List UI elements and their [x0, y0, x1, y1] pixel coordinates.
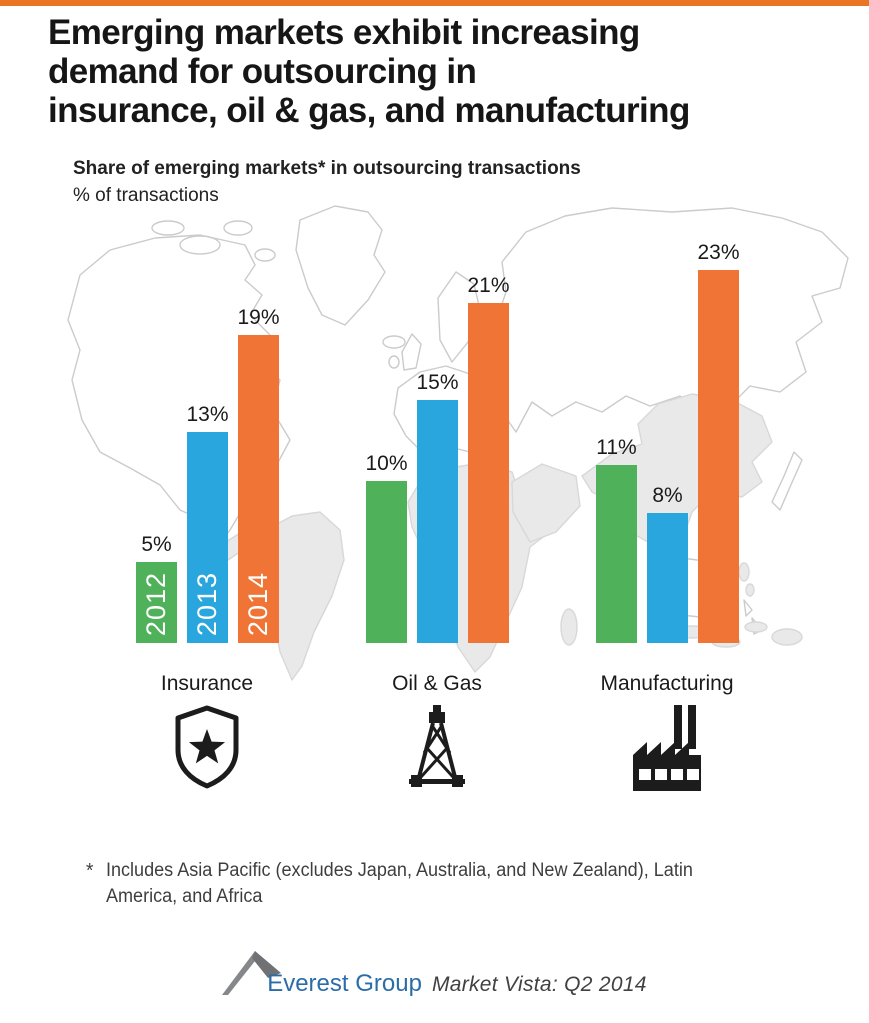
- bar-value-label-2012-oil-gas: 10%: [365, 452, 408, 475]
- bar-2014-insurance: 2014: [238, 335, 279, 643]
- bar-2012-manufacturing: [596, 465, 637, 643]
- bar-value-label-2014-insurance: 19%: [237, 306, 280, 329]
- factory-icon: [567, 705, 767, 793]
- chart-title: Share of emerging markets* in outsourcin…: [73, 158, 581, 179]
- bar-value-label-2013-manufacturing: 8%: [652, 484, 683, 507]
- category-insurance: Insurance: [107, 672, 307, 789]
- footnote-text: Includes Asia Pacific (excludes Japan, A…: [106, 858, 693, 910]
- page-title: Emerging markets exhibit increasing dema…: [48, 13, 690, 130]
- bar-2013-insurance: 2013: [187, 432, 228, 643]
- market-vista-caption: Market Vista: Q2 2014: [431, 973, 647, 996]
- bar-2013-manufacturing: [647, 513, 688, 643]
- bar-2012-insurance: 2012: [136, 562, 177, 643]
- everest-mountain-icon: [222, 948, 284, 996]
- category-label-insurance: Insurance: [160, 672, 254, 695]
- page-title-line-3: insurance, oil & gas, and manufacturing: [48, 91, 690, 130]
- map-land-outline: [67, 205, 849, 635]
- top-accent-bar: [0, 0, 869, 6]
- footnote-line-1: Includes Asia Pacific (excludes Japan, A…: [105, 860, 693, 881]
- bar-year-label-2013: 2013: [191, 571, 222, 636]
- footnote-line-2: America, and Africa: [105, 886, 263, 907]
- category-manufacturing: Manufacturing: [567, 672, 767, 793]
- footnote: * Includes Asia Pacific (excludes Japan,…: [86, 858, 693, 910]
- bar-value-label-2012-manufacturing: 11%: [596, 436, 637, 459]
- bar-year-label-2014: 2014: [242, 571, 273, 636]
- bar-2014-manufacturing: [698, 270, 739, 643]
- bar-value-label-2013-oil-gas: 15%: [416, 371, 459, 394]
- everest-group-brand: Everest Group: [267, 970, 422, 997]
- bar-value-label-2014-oil-gas: 21%: [467, 274, 510, 297]
- bar-2014-oil-gas: [468, 303, 509, 643]
- chart-unit-label: % of transactions: [73, 185, 219, 206]
- footer-logo-row: Everest Group Market Vista: Q2 2014: [0, 948, 869, 996]
- category-label-manufacturing: Manufacturing: [600, 672, 734, 695]
- bar-2012-oil-gas: [366, 481, 407, 643]
- footnote-marker: *: [86, 860, 94, 882]
- chart-subtitle: Share of emerging markets* in outsourcin…: [73, 155, 581, 209]
- bar-value-label-2012-insurance: 5%: [141, 533, 172, 556]
- page-title-line-1: Emerging markets exhibit increasing: [48, 13, 640, 52]
- category-label-oil-gas: Oil & Gas: [392, 672, 482, 695]
- oil-derrick-icon: [337, 705, 537, 793]
- bar-2013-oil-gas: [417, 400, 458, 643]
- bar-value-label-2013-insurance: 13%: [186, 403, 229, 426]
- page-title-line-2: demand for outsourcing in: [48, 52, 477, 91]
- bar-year-label-2012: 2012: [140, 571, 171, 636]
- shield-star-icon: [107, 705, 307, 789]
- bar-value-label-2014-manufacturing: 23%: [697, 241, 740, 264]
- category-oil-gas: Oil & Gas: [337, 672, 537, 793]
